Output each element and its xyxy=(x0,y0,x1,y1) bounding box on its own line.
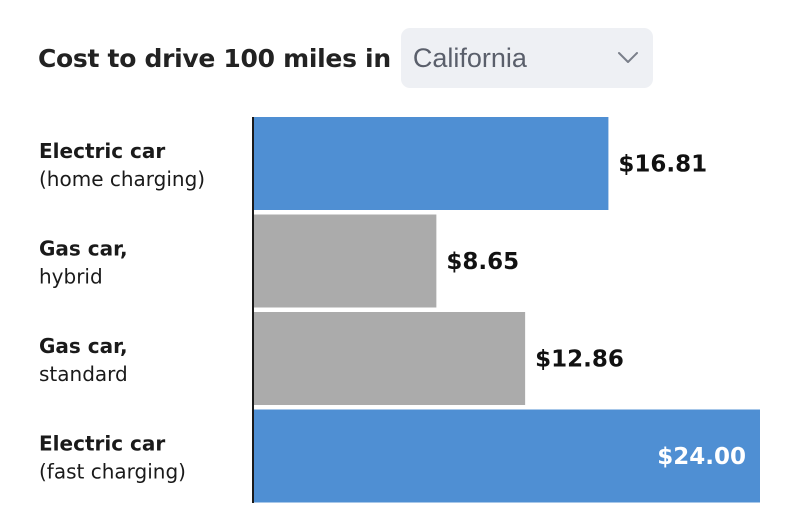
category-label-main-2: Gas car, xyxy=(39,334,128,358)
category-label-main-0: Electric car xyxy=(39,139,165,163)
category-label-sub-1: hybrid xyxy=(39,265,103,289)
chart-header: Cost to drive 100 miles in California xyxy=(38,28,653,88)
bar-value-label-1: $8.65 xyxy=(446,249,519,275)
bar-3 xyxy=(254,409,760,503)
bar-2 xyxy=(254,312,526,405)
bar-value-label-2: $12.86 xyxy=(535,347,624,373)
category-label-sub-2: standard xyxy=(39,362,128,386)
bar-value-label-3: $24.00 xyxy=(657,444,746,470)
category-label-main-3: Electric car xyxy=(39,432,165,456)
category-label-sub-3: (fast charging) xyxy=(39,460,186,484)
category-label-main-1: Gas car, xyxy=(39,237,128,261)
bar-value-label-0: $16.81 xyxy=(618,152,707,178)
chart-title: Cost to drive 100 miles in xyxy=(38,43,391,73)
bar-1 xyxy=(254,214,437,308)
category-label-sub-0: (home charging) xyxy=(39,167,205,191)
state-select-value: California xyxy=(412,42,527,73)
state-select[interactable]: California xyxy=(400,28,653,88)
chevron-down-icon xyxy=(617,52,638,63)
category-labels-layer: Electric car (home charging) Gas car, hybri… xyxy=(39,139,205,484)
bar-0 xyxy=(254,117,609,210)
bars-layer: $16.81 $8.65 $12.86 $24.00 xyxy=(254,117,760,503)
